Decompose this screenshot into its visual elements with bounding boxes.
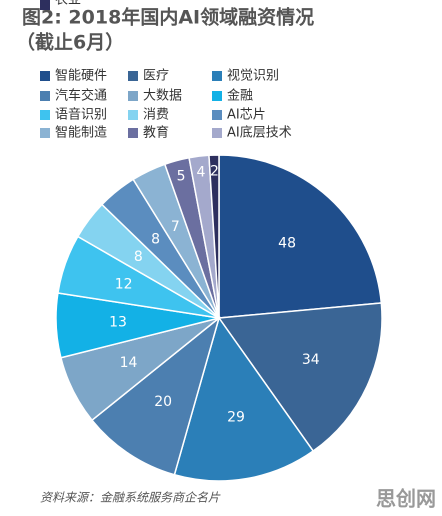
value-label: 8 [134, 249, 143, 265]
value-label: 2 [210, 163, 219, 179]
value-label: 13 [109, 315, 127, 331]
legend-swatch [212, 71, 222, 81]
legend-label: 教育 [143, 125, 169, 141]
legend-label: 语音识别 [55, 107, 107, 123]
pie-slice [208, 154, 220, 319]
legend-swatch [40, 0, 50, 10]
value-label: 29 [227, 410, 245, 426]
pie-slice [218, 154, 383, 319]
chart-title: 图2: 2018年国内AI领域融资情况 [22, 6, 314, 29]
legend-label: 医疗 [143, 69, 169, 84]
legend-swatch [40, 91, 50, 101]
value-label: 12 [115, 276, 133, 292]
value-label: 20 [154, 394, 172, 410]
legend-swatch [40, 110, 50, 120]
legend-swatch [40, 128, 50, 138]
legend-swatch [212, 128, 222, 138]
pie-slice [90, 315, 221, 476]
pie-slice [173, 316, 315, 482]
value-label: 34 [302, 352, 320, 368]
watermark: 思创网 [376, 487, 436, 511]
legend-swatch [128, 71, 138, 81]
value-label: 7 [171, 219, 180, 235]
legend-label: 农业 [55, 0, 81, 8]
value-label: 5 [177, 168, 186, 184]
legend-swatch [212, 91, 222, 101]
legend-label: 汽车交通 [55, 88, 107, 104]
value-label: 48 [278, 235, 296, 251]
pie-slice [217, 302, 383, 453]
value-label: 4 [197, 164, 206, 180]
legend-label: 金融 [227, 88, 253, 104]
value-label: 14 [120, 355, 138, 371]
value-label: 8 [151, 231, 160, 247]
chart-subtitle: （截止6月） [16, 31, 124, 54]
legend-label: 大数据 [143, 89, 182, 104]
legend-label: 智能硬件 [55, 69, 107, 84]
legend-swatch [128, 128, 138, 138]
legend-label: 视觉识别 [227, 69, 279, 84]
legend-swatch [212, 110, 222, 120]
legend-swatch [128, 91, 138, 101]
legend-label: 消费 [143, 108, 169, 123]
legend-swatch [40, 71, 50, 81]
legend-label: AI芯片 [227, 108, 266, 123]
legend-swatch [128, 110, 138, 120]
legend-label: AI底层技术 [227, 125, 292, 141]
source: 资料来源：金融系统服务商企名片 [40, 491, 221, 505]
legend-label: 智能制造 [55, 126, 107, 141]
